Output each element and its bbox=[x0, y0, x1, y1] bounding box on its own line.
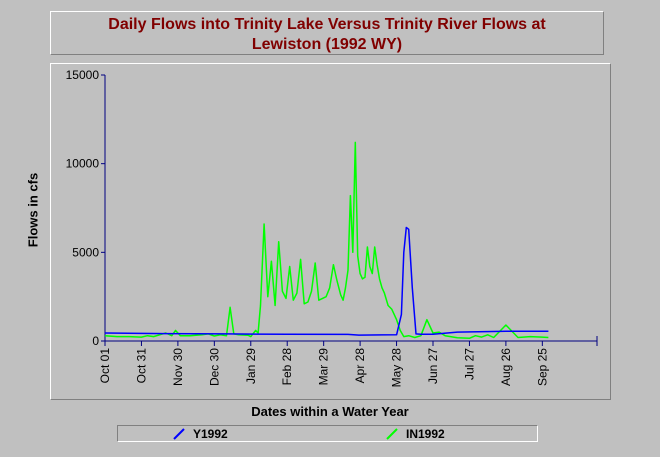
x-tick-label: Oct 01 bbox=[98, 348, 112, 384]
x-tick-label: Jun 27 bbox=[426, 348, 440, 384]
plot-area-frame bbox=[50, 63, 611, 400]
y-tick-label: 15000 bbox=[66, 68, 100, 82]
x-axis-label: Dates within a Water Year bbox=[251, 404, 409, 419]
legend-item-y1992: Y1992 bbox=[173, 426, 228, 441]
y-tick-label: 10000 bbox=[66, 157, 100, 171]
x-tick-label: Dec 30 bbox=[207, 348, 221, 386]
y-tick-label: 5000 bbox=[72, 245, 99, 259]
x-tick-label: Feb 28 bbox=[280, 348, 294, 386]
x-tick-label: Oct 31 bbox=[134, 348, 148, 384]
y-axis-label: Flows in cfs bbox=[25, 172, 41, 248]
legend-swatch-in1992 bbox=[386, 427, 398, 440]
legend-swatch-y1992 bbox=[173, 427, 185, 440]
series-line-in1992 bbox=[104, 141, 549, 340]
x-tick-label: Jan 29 bbox=[244, 348, 258, 384]
x-tick-label: Jul 27 bbox=[462, 348, 476, 380]
legend: Y1992 IN1992 bbox=[117, 425, 538, 442]
legend-label-in1992: IN1992 bbox=[406, 426, 445, 441]
y-tick-label: 0 bbox=[92, 334, 99, 348]
chart-title-line1: Daily Flows into Trinity Lake Versus Tri… bbox=[108, 16, 546, 33]
x-tick-label: Apr 28 bbox=[353, 348, 367, 384]
x-tick-label: May 28 bbox=[390, 348, 404, 388]
legend-label-y1992: Y1992 bbox=[193, 426, 228, 441]
x-tick-label: Aug 26 bbox=[499, 348, 513, 386]
x-tick-label: Nov 30 bbox=[171, 348, 185, 386]
chart-title-box: Daily Flows into Trinity Lake Versus Tri… bbox=[50, 11, 604, 55]
legend-item-in1992: IN1992 bbox=[386, 426, 445, 441]
x-tick-label: Mar 29 bbox=[317, 348, 331, 386]
chart-title-line2: Lewiston (1992 WY) bbox=[251, 36, 403, 53]
series-line-y1992 bbox=[104, 226, 549, 336]
x-tick-label: Sep 25 bbox=[535, 348, 549, 386]
legend-line-y1992 bbox=[173, 427, 185, 440]
legend-line-in1992 bbox=[386, 427, 398, 440]
